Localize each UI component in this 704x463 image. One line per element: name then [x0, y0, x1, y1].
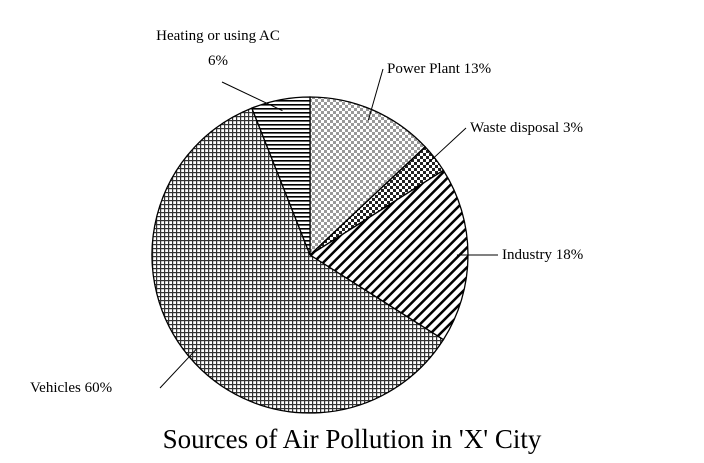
- pie-slice: [151, 107, 445, 414]
- category-label: Power Plant: [387, 61, 460, 77]
- chart-title: Sources of Air Pollution in 'X' City: [162, 424, 542, 454]
- slice-label: Industry 18%: [502, 243, 583, 268]
- slice-label: Power Plant 13%: [387, 57, 491, 82]
- category-label: Industry: [502, 247, 552, 263]
- category-label: Vehicles: [30, 380, 81, 396]
- leader-line: [425, 127, 467, 166]
- value-label: 6%: [208, 53, 228, 69]
- pie-slice: [309, 96, 427, 257]
- leader-line: [221, 81, 283, 112]
- category-label: Waste disposal: [470, 120, 560, 136]
- category-label: Heating or using AC: [156, 28, 280, 44]
- slice-label: Vehicles 60%: [30, 376, 112, 401]
- value-label: 3%: [562, 120, 583, 136]
- pie-slice: [250, 96, 311, 256]
- slice-label: Waste disposal 3%: [470, 116, 583, 141]
- value-label: 60%: [84, 380, 113, 396]
- leader-line: [367, 68, 384, 121]
- slice-label: Heating or using AC 6%: [148, 24, 288, 74]
- value-label: 13%: [463, 61, 492, 77]
- leader-line: [159, 348, 198, 389]
- value-label: 18%: [555, 247, 584, 263]
